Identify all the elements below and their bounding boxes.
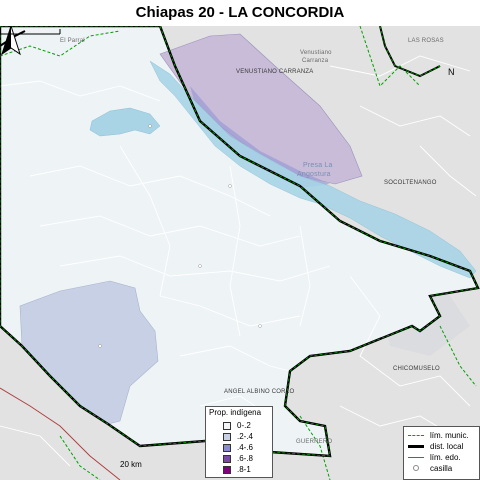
map-area[interactable]: El Parral LAS ROSAS Venustiano Carranza … [0, 26, 480, 480]
casilla-points [98, 124, 262, 348]
legend-swatch [223, 443, 231, 452]
legend-line-item: dist. local [408, 441, 463, 451]
place-el-guerrero: GUERRERO [296, 439, 333, 445]
north-label: N [448, 67, 455, 77]
north-arrow-icon [1, 26, 21, 56]
legend-title: Prop. indígena [209, 408, 262, 417]
legend-label: .6-.8 [237, 454, 254, 463]
legend-swatch [223, 465, 231, 474]
place-las-rosas: LAS ROSAS [408, 38, 444, 44]
map-title: Chiapas 20 - LA CONCORDIA [135, 4, 345, 21]
legend-prop-indigena: Prop. indígena 0-.2 .2-.4 .4-.6 .6-.8 .8… [205, 406, 273, 478]
state-boundary [0, 387, 121, 480]
legend-line-item: lím. munic. [408, 430, 469, 440]
place-presa-la-angostura-1: Presa La [303, 162, 333, 169]
legend-line-label: dist. local [430, 441, 464, 451]
legend-line-label: casilla [430, 463, 453, 473]
legend-swatch [223, 421, 231, 430]
legend-item: 0-.2 [223, 421, 251, 430]
place-socoltenango: SOCOLTENANGO [384, 180, 437, 186]
legend-item: .4-.6 [223, 443, 253, 452]
munic-line-icon [408, 434, 424, 436]
legend-label: .2-.4 [237, 432, 254, 441]
legend-item: .6-.8 [223, 454, 253, 463]
legend-label: 0-.2 [237, 421, 251, 430]
legend-label: .8-1 [237, 465, 251, 474]
legend-item: .2-.4 [223, 432, 253, 441]
casilla-icon [408, 465, 424, 471]
legend-item: .8-1 [223, 465, 251, 474]
legend-line-item: lím. edo. [408, 452, 461, 462]
district-border-inner [0, 26, 479, 457]
legend-lines: lím. munic. dist. local lím. edo. casill… [403, 426, 480, 480]
place-el-parral: El Parral [60, 38, 85, 44]
scale-label: 20 km [120, 460, 142, 469]
map-canvas [0, 26, 480, 480]
lake-west-arm [89, 107, 161, 137]
place-presa-la-angostura-2: Angostura [297, 171, 331, 178]
legend-label: .4-.6 [237, 443, 254, 452]
place-angel-albino-corzo: ANGEL ALBINO CORZO [224, 389, 295, 395]
legend-swatch [223, 432, 231, 441]
legend-line-label: lím. munic. [430, 430, 469, 440]
district-border-fragment [379, 26, 441, 77]
place-venustiano-carranza-mun: VENUSTIANO CARRANZA [236, 69, 314, 75]
edo-line-icon [408, 456, 424, 458]
legend-swatch [223, 454, 231, 463]
legend-line-item: casilla [408, 463, 452, 473]
municipal-lines [0, 55, 477, 467]
dist-line-icon [408, 444, 424, 448]
scale-bar [0, 29, 61, 35]
lake-angostura [149, 60, 477, 279]
district-border-fragment [0, 30, 26, 47]
green-municipal-lines [0, 26, 477, 480]
place-carranza-town: Carranza [302, 58, 329, 64]
legend-line-label: lím. edo. [430, 452, 461, 462]
place-venustiano-carranza-town: Venustiano [300, 50, 332, 56]
place-chicomuselo: CHICOMUSELO [393, 366, 440, 372]
